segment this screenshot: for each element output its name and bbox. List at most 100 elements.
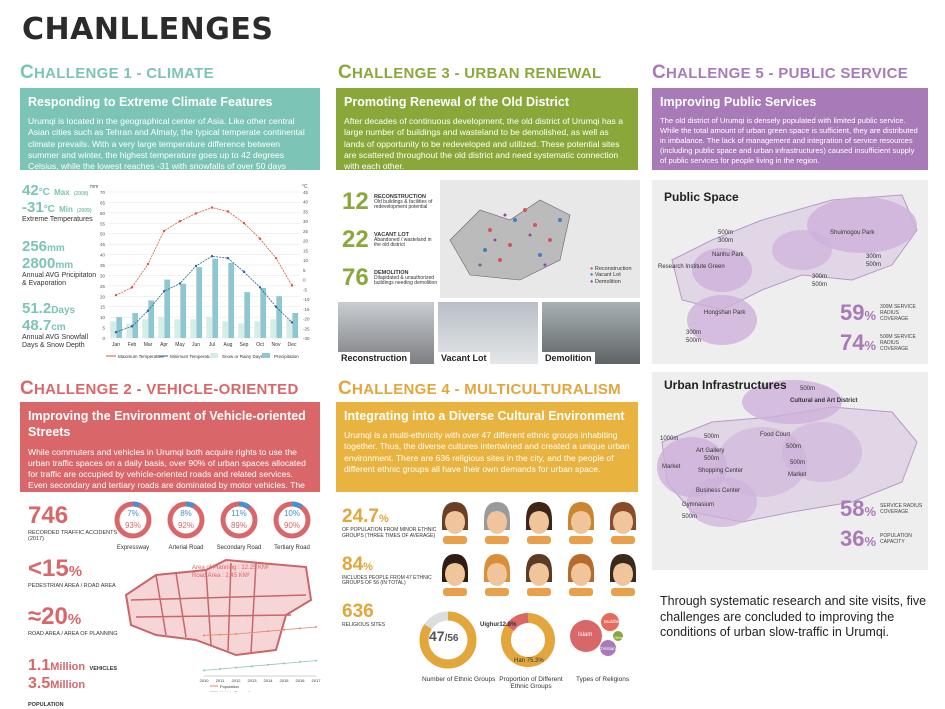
challenge-2-heading: CHALLENGE 2 - VEHICLE-ORIENTED bbox=[20, 378, 299, 399]
challenge-1-box-text: Urumqi is located in the geographical ce… bbox=[28, 116, 305, 183]
face-graphic bbox=[442, 502, 468, 544]
y-tick-left: 45 bbox=[100, 242, 106, 247]
coverage-num: 58 bbox=[840, 496, 865, 521]
bar-snow-rainy-days bbox=[142, 319, 148, 338]
religion-others: Others bbox=[614, 635, 627, 640]
ethnic-face-icon bbox=[564, 552, 598, 596]
legend-label: Precipitation bbox=[274, 354, 299, 359]
bar-snow-rainy-days bbox=[270, 319, 276, 338]
point-maximum-temperature bbox=[130, 286, 134, 289]
point-maximum-temperature bbox=[194, 212, 198, 215]
snow-days: 51.2 bbox=[22, 300, 52, 318]
mini-x-tick: 2010 bbox=[200, 678, 210, 683]
donut-expressway: 7% 93% Expressway bbox=[108, 500, 158, 551]
prec-value: 256 bbox=[22, 238, 48, 256]
renewal-stat-num: 12 bbox=[342, 188, 369, 215]
bar-snow-rainy-days bbox=[254, 321, 260, 338]
coverage-label: POPULATION CAPACITY bbox=[880, 533, 912, 545]
x-tick: Dec bbox=[288, 342, 297, 348]
mini-x-tick: 2017 bbox=[312, 678, 322, 683]
coverage-unit: % bbox=[864, 338, 877, 353]
y-tick-left: 60 bbox=[100, 211, 106, 216]
vehicle-stats: 746 RECORDED TRAFFIC ACCIDENTS (2017) <1… bbox=[28, 502, 118, 709]
ped-label: PEDESTRIAN AREA / ROAD AREA bbox=[28, 582, 116, 589]
ethnic-faces-grid bbox=[418, 500, 640, 602]
bar-precipitation bbox=[260, 287, 267, 338]
mini-point bbox=[251, 631, 253, 634]
challenge-5-box-title: Improving Public Services bbox=[660, 95, 817, 109]
y-tick-right: 0 bbox=[303, 278, 306, 283]
evap-value: 2800 bbox=[22, 255, 56, 273]
point-minimum-temperature bbox=[178, 282, 182, 285]
urban-infra-stats: 58% SERVICE RADIUS COVERAGE 36% POPULATION … bbox=[840, 496, 924, 556]
renewal-stat-desc: Dilapidated & unauthorized buildings nee… bbox=[374, 274, 438, 286]
ethnic-face-icon bbox=[438, 552, 472, 596]
bar-snow-rainy-days bbox=[190, 319, 196, 338]
coverage-stat: 36% POPULATION CAPACITY bbox=[840, 526, 924, 552]
vehicles-value: 1.1 bbox=[28, 657, 51, 675]
y-tick-right: -25 bbox=[303, 326, 310, 331]
donut-bottom-value: 90% bbox=[284, 521, 300, 530]
mini-line-1 bbox=[203, 660, 317, 671]
bar-snow-rainy-days bbox=[158, 317, 164, 338]
face-graphic bbox=[526, 502, 552, 544]
y-tick-left: 50 bbox=[100, 232, 106, 237]
coverage-label: 300M SERVICE RADIUS COVERAGE bbox=[880, 304, 916, 322]
donut-label: Tertiary Road bbox=[274, 545, 310, 551]
mini-point bbox=[251, 665, 253, 668]
y-tick-right: 35 bbox=[303, 209, 309, 214]
ethnic-groups-value: 84 bbox=[342, 553, 364, 575]
mini-x-tick: 2011 bbox=[216, 678, 225, 683]
challenge-2-box-title: Improving the Environment of Vehicle-ori… bbox=[28, 409, 306, 440]
y-tick-left: 0 bbox=[102, 336, 105, 341]
tmax-value: 42 bbox=[22, 182, 39, 199]
old-district-map: ● Reconstruction ● Vacant Lot ● Demoliti… bbox=[440, 180, 640, 298]
bar-precipitation bbox=[132, 312, 139, 338]
x-tick: Apr bbox=[160, 342, 168, 348]
y-tick-right: 25 bbox=[303, 229, 309, 234]
mini-point bbox=[267, 630, 269, 633]
mini-legend-label: Population bbox=[220, 684, 239, 689]
area-planning: Area of Planning : 12.25 KM² bbox=[192, 565, 270, 571]
face-graphic bbox=[610, 554, 636, 596]
renewal-stat-title: DEMOLITION bbox=[374, 269, 409, 276]
public-space-title: Public Space bbox=[664, 190, 739, 204]
bar-snow-rainy-days bbox=[206, 317, 212, 338]
bar-snow-rainy-days bbox=[110, 321, 116, 338]
donut-secondary-road: 11% 89% Secondary Road bbox=[214, 500, 264, 551]
renewal-stat-num: 22 bbox=[342, 226, 369, 253]
line-maximum-temperature bbox=[115, 207, 293, 296]
point-maximum-temperature bbox=[226, 210, 230, 213]
y-tick-left: 15 bbox=[100, 305, 106, 310]
point-minimum-temperature bbox=[242, 270, 246, 274]
mini-point bbox=[315, 626, 317, 628]
bar-precipitation bbox=[244, 292, 251, 338]
coverage-label: 500M SERVICE RADIUS COVERAGE bbox=[880, 334, 916, 352]
bar-precipitation bbox=[148, 300, 155, 338]
bar-precipitation bbox=[164, 279, 171, 338]
urban-infrastructure-map bbox=[657, 380, 918, 527]
donut-label: Secondary Road bbox=[216, 545, 262, 551]
map-legend: ● Reconstruction ● Vacant Lot ● Demoliti… bbox=[590, 266, 632, 285]
vehicle-population-chart: 2010 2011 2012 2013 2014 2015 2016 2017 Populati… bbox=[200, 626, 322, 692]
y-tick-right: -15 bbox=[303, 307, 310, 312]
religion-christianity: Christianity bbox=[598, 646, 621, 651]
ethnic-face-icon bbox=[564, 500, 598, 544]
line-minimum-temperature bbox=[115, 255, 293, 333]
point-minimum-temperature bbox=[290, 321, 294, 324]
public-space-panel: Public Space 500m 300m Nanhu Park Shuimo… bbox=[652, 180, 928, 364]
accidents-value: 746 bbox=[28, 502, 69, 529]
climate-stats: 42°C Max (2008) -31°C Min (2009) Extreme… bbox=[22, 182, 102, 350]
prec-label: Annual AVG Pricipitaton & Evaporation bbox=[22, 272, 97, 288]
mini-point bbox=[283, 662, 285, 665]
label-number-ethnic: Number of Ethnic Groups bbox=[422, 676, 496, 683]
renewal-stat-demolition: 76 DEMOLITION Dilapidated & unauthorized b… bbox=[342, 264, 442, 292]
tmin-value: -31 bbox=[22, 199, 44, 216]
religion-buddhism: Buddhism bbox=[604, 619, 625, 624]
bar-precipitation bbox=[276, 296, 283, 338]
y-tick-right: 40 bbox=[303, 200, 309, 205]
donut-tertiary-road: 10% 90% Tertiary Road bbox=[267, 500, 317, 551]
coverage-unit: % bbox=[864, 534, 877, 549]
y-tick-right: 30 bbox=[303, 219, 309, 224]
point-maximum-temperature bbox=[290, 284, 294, 287]
